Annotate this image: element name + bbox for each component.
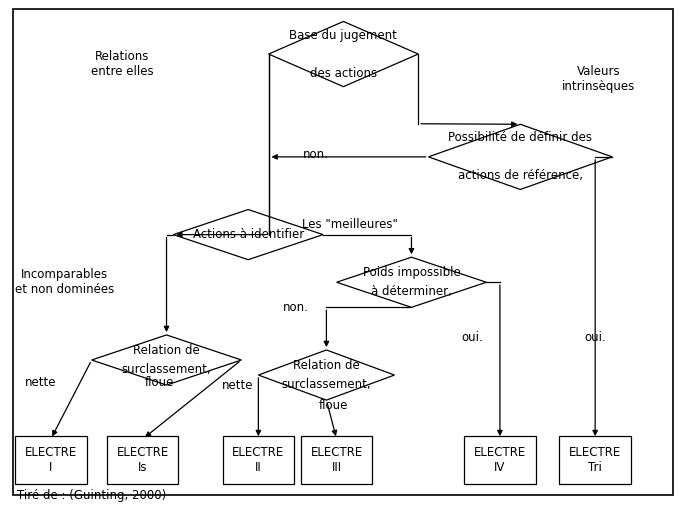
FancyBboxPatch shape	[464, 436, 536, 484]
Text: Tiré de : (Guinting, 2000): Tiré de : (Guinting, 2000)	[17, 489, 166, 502]
Text: floue: floue	[319, 398, 348, 412]
FancyBboxPatch shape	[223, 436, 294, 484]
Text: Les "meilleures": Les "meilleures"	[302, 218, 398, 231]
Text: Relation de
surclassement,: Relation de surclassement,	[282, 359, 371, 391]
Text: ELECTRE
IV: ELECTRE IV	[474, 446, 526, 474]
Text: ELECTRE
III: ELECTRE III	[310, 446, 363, 474]
Text: Incomparables
et non dominées: Incomparables et non dominées	[15, 268, 114, 296]
Text: ELECTRE
I: ELECTRE I	[25, 446, 77, 474]
Text: oui.: oui.	[462, 331, 484, 344]
Text: ELECTRE
II: ELECTRE II	[232, 446, 284, 474]
Text: Possibilité de définir des

actions de référence,: Possibilité de définir des actions de ré…	[448, 131, 593, 182]
Text: floue: floue	[145, 376, 175, 389]
Text: nette: nette	[222, 379, 253, 391]
Text: non.: non.	[303, 148, 329, 161]
FancyBboxPatch shape	[107, 436, 178, 484]
FancyBboxPatch shape	[301, 436, 373, 484]
Text: ELECTRE
Tri: ELECTRE Tri	[569, 446, 621, 474]
Text: Base du jugement

des actions: Base du jugement des actions	[290, 29, 397, 80]
Text: nette: nette	[25, 376, 56, 389]
FancyBboxPatch shape	[15, 436, 86, 484]
Text: Relations
entre elles: Relations entre elles	[91, 50, 153, 78]
Text: Poids impossible
à déterminer,: Poids impossible à déterminer,	[362, 266, 460, 298]
Text: oui.: oui.	[584, 331, 606, 344]
Text: Relation de
surclassement,: Relation de surclassement,	[122, 344, 212, 376]
Text: Actions à identifier: Actions à identifier	[192, 228, 303, 241]
FancyBboxPatch shape	[560, 436, 631, 484]
Text: non.: non.	[283, 301, 309, 314]
Text: ELECTRE
Is: ELECTRE Is	[116, 446, 169, 474]
Text: Valeurs
intrinsèques: Valeurs intrinsèques	[562, 65, 635, 93]
